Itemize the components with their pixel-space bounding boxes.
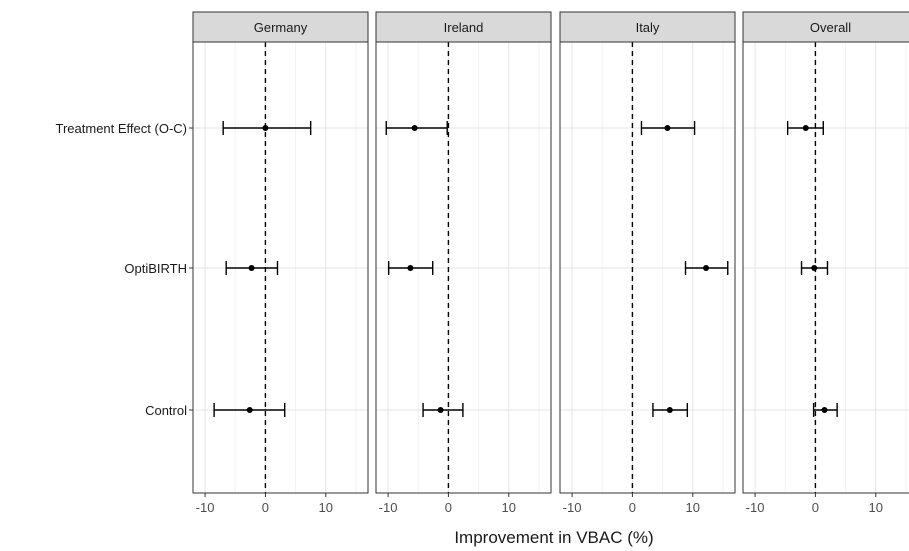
x-tick-label: 0 — [445, 500, 452, 515]
x-tick-label: -10 — [746, 500, 765, 515]
x-tick-label: 10 — [319, 500, 333, 515]
estimate-2 — [213, 403, 286, 417]
point-estimate — [411, 125, 418, 131]
estimate-0 — [222, 121, 312, 135]
panel-strip — [192, 11, 369, 43]
point-estimate — [664, 125, 671, 131]
panel-italy: Italy -10 0 10 — [559, 11, 736, 515]
panel-ireland: Ireland -10 0 10 — [375, 11, 552, 515]
estimate-0 — [640, 121, 696, 135]
panel-border — [559, 41, 736, 494]
panel-strip — [742, 11, 909, 43]
x-tick-label: -10 — [196, 500, 215, 515]
x-axis-title: Improvement in VBAC (%) — [454, 528, 653, 547]
panel-title: Italy — [636, 20, 660, 35]
point-estimate — [811, 265, 818, 271]
y-tick-label: Control — [145, 403, 187, 418]
panel-border — [742, 41, 909, 494]
x-tick-label: 0 — [629, 500, 636, 515]
x-tick-label: 10 — [502, 500, 516, 515]
point-estimate — [246, 407, 253, 413]
estimate-1 — [387, 261, 434, 275]
point-estimate — [407, 265, 414, 271]
point-estimate — [703, 265, 710, 271]
panel-strip — [375, 11, 552, 43]
panel-title: Ireland — [444, 20, 484, 35]
x-tick-label: -10 — [563, 500, 582, 515]
point-estimate — [821, 407, 828, 413]
point-estimate — [262, 125, 269, 131]
panel-strip — [559, 11, 736, 43]
panel-title: Overall — [810, 20, 851, 35]
y-axis: Treatment Effect (O-C) OptiBIRTH Control — [56, 121, 193, 418]
panel-border — [375, 41, 552, 494]
estimate-0 — [385, 121, 448, 135]
panel-germany: Germany -10 0 10 — [192, 11, 369, 515]
point-estimate — [248, 265, 255, 271]
estimate-2 — [422, 403, 464, 417]
panel-overall: Overall -10 0 10 — [742, 11, 909, 515]
y-tick-label: OptiBIRTH — [124, 261, 187, 276]
y-tick-label: Treatment Effect (O-C) — [56, 121, 187, 136]
x-tick-label: 0 — [262, 500, 269, 515]
estimate-1 — [225, 261, 279, 275]
point-estimate — [437, 407, 444, 413]
point-estimate — [802, 125, 809, 131]
x-tick-label: 0 — [812, 500, 819, 515]
panel-title: Germany — [254, 20, 308, 35]
point-estimate — [666, 407, 673, 413]
x-tick-label: 10 — [686, 500, 700, 515]
x-tick-label: 10 — [869, 500, 883, 515]
estimate-1 — [684, 261, 729, 275]
estimate-2 — [652, 403, 689, 417]
x-tick-label: -10 — [379, 500, 398, 515]
estimate-2 — [812, 403, 838, 417]
estimate-0 — [786, 121, 824, 135]
estimate-1 — [800, 261, 829, 275]
